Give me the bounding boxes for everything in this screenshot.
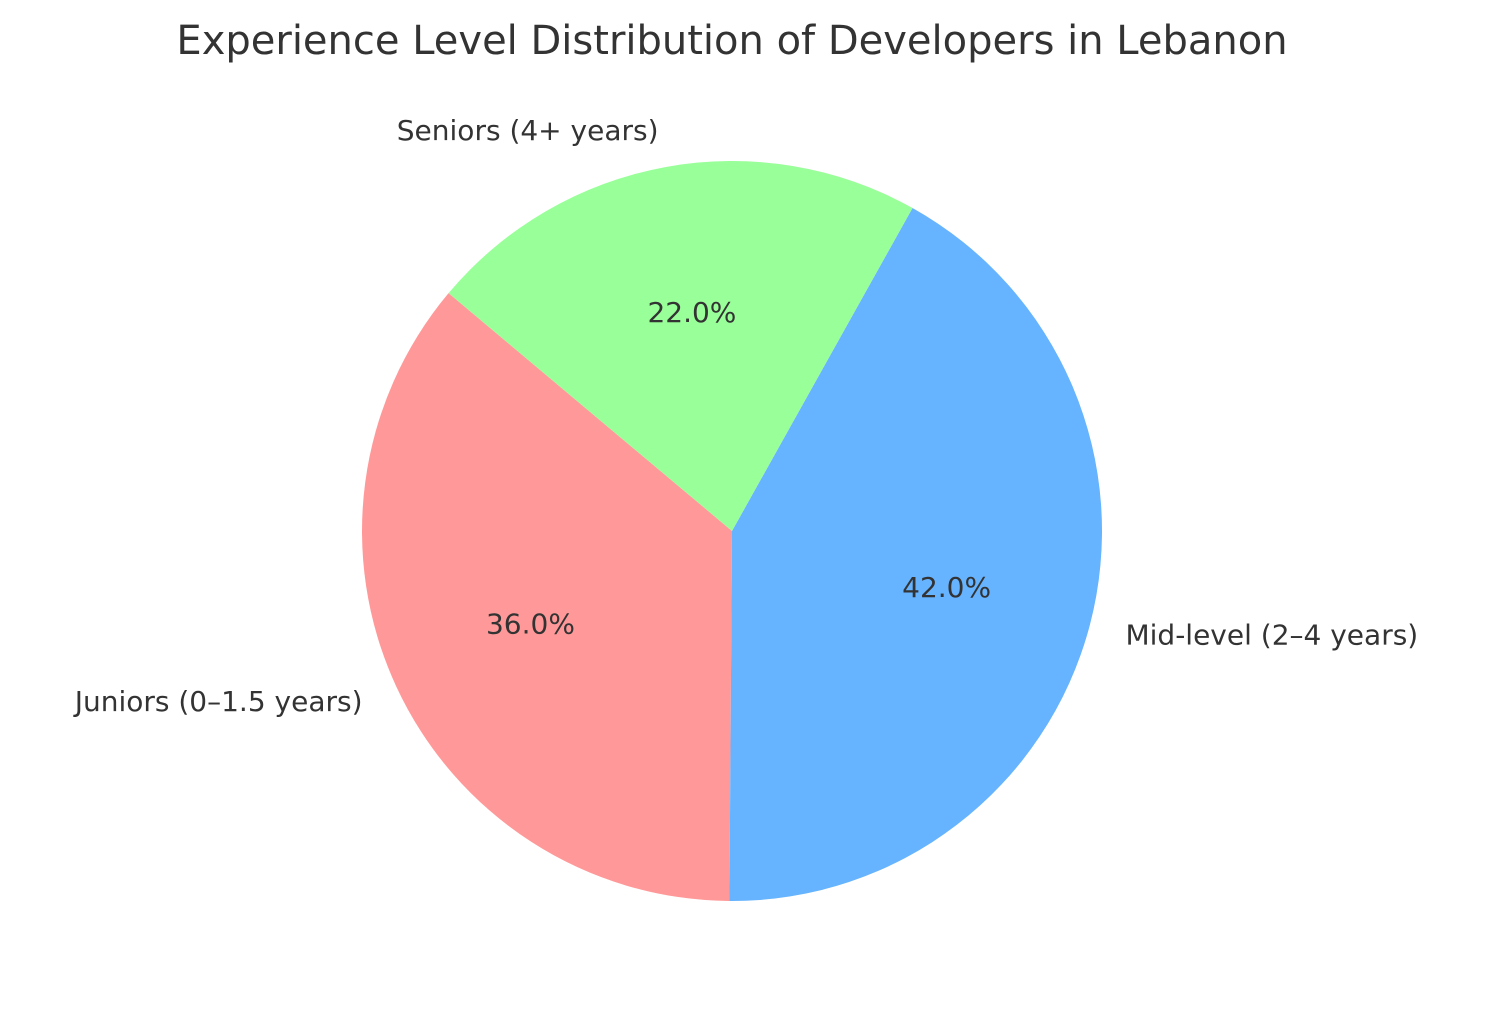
pie-slice-mid-level [729,208,1103,902]
pie-slice-seniors [448,161,913,531]
pie-slice-juniors [362,293,732,901]
pct-label-juniors: 36.0% [486,608,575,641]
pct-label-seniors: 22.0% [647,296,736,329]
chart-title: Experience Level Distribution of Develop… [176,18,1287,64]
pie-slices [362,161,1103,902]
pct-label-mid-level: 42.0% [902,571,991,604]
slice-label-seniors: Seniors (4+ years) [397,114,659,147]
slice-label-mid-level: Mid-level (2–4 years) [1125,618,1418,651]
slice-label-juniors: Juniors (0–1.5 years) [73,685,363,718]
pie-labels: 36.0% Juniors (0–1.5 years) 42.0% Mid-level… [73,114,1419,718]
